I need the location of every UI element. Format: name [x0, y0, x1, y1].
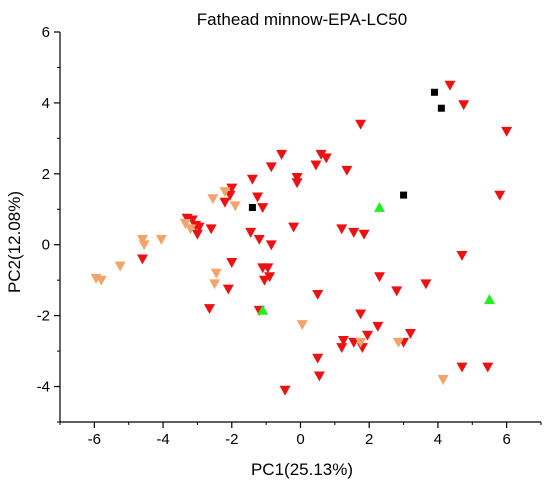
data-point-triangle-down: [185, 224, 197, 235]
y-tick-label: -2: [37, 308, 50, 325]
data-point-square: [400, 191, 408, 199]
data-point-triangle-down: [224, 190, 236, 201]
x-tick-label: 2: [365, 431, 373, 448]
data-point-triangle-down: [355, 337, 367, 348]
data-point-triangle-down: [291, 178, 303, 189]
data-point-triangle-down: [358, 229, 370, 240]
data-point-triangle-down: [320, 153, 332, 164]
data-point-triangle-down: [404, 328, 416, 339]
data-point-triangle-down: [372, 321, 384, 332]
data-point-triangle-up: [374, 202, 386, 212]
y-tick-label: 6: [42, 24, 50, 41]
x-tick-label: -4: [156, 431, 169, 448]
x-tick-label: 6: [502, 431, 510, 448]
data-point-triangle-down: [276, 149, 288, 160]
data-point-triangle-down: [456, 250, 468, 261]
x-tick-label: -2: [225, 431, 238, 448]
data-point-triangle-down: [420, 279, 432, 290]
data-point-triangle-down: [179, 219, 191, 229]
data-point-triangle-down: [456, 362, 468, 373]
data-point-triangle-down: [296, 320, 308, 330]
data-point-triangle-down: [264, 272, 276, 283]
data-point-triangle-down: [361, 330, 373, 341]
data-point-triangle-down: [262, 263, 274, 274]
data-point-triangle-down: [458, 100, 470, 111]
data-point-square: [430, 88, 438, 96]
data-point-triangle-down: [207, 194, 219, 205]
data-point-triangle-down: [219, 187, 231, 198]
data-point-triangle-down: [312, 353, 324, 364]
data-point-triangle-down: [265, 162, 277, 173]
data-point-triangle-down: [313, 371, 325, 382]
data-point-triangle-down: [252, 192, 264, 203]
data-point-triangle-down: [209, 279, 221, 290]
data-point-triangle-down: [336, 343, 348, 354]
data-point-triangle-down: [136, 254, 148, 265]
data-point-triangle-down: [226, 183, 238, 194]
data-point-triangle-down: [186, 215, 198, 226]
data-point-triangle-down: [229, 201, 241, 212]
data-point-triangle-down: [193, 222, 205, 233]
y-tick-label: 2: [42, 166, 50, 183]
data-point-triangle-down: [391, 286, 403, 297]
data-point-square: [437, 104, 445, 112]
data-point-triangle-up: [483, 294, 495, 305]
data-point-triangle-down: [355, 309, 367, 320]
data-point-square: [248, 204, 256, 211]
x-axis-title: PC1(25.13%): [251, 460, 353, 479]
data-point-triangle-down: [226, 258, 238, 268]
data-point-triangle-down: [310, 160, 322, 171]
data-point-triangle-down: [392, 337, 404, 348]
x-tick-label: -6: [88, 431, 101, 448]
data-point-triangle-down: [114, 261, 126, 272]
y-tick-label: -4: [37, 379, 50, 396]
x-tick-label: 4: [434, 431, 442, 448]
data-point-triangle-down: [348, 227, 360, 238]
data-point-triangle-down: [336, 224, 348, 235]
data-point-triangle-down: [501, 126, 513, 137]
data-point-triangle-down: [246, 174, 258, 185]
y-tick-label: 0: [42, 237, 50, 254]
data-point-triangle-down: [288, 222, 300, 233]
data-point-triangle-down: [205, 224, 217, 235]
data-point-triangle-down: [136, 235, 148, 245]
data-point-triangle-down: [265, 240, 277, 251]
data-point-triangle-down: [355, 119, 367, 130]
data-point-triangle-down: [222, 284, 234, 295]
data-point-triangle-down: [337, 336, 349, 346]
y-tick-label: 4: [42, 95, 50, 112]
data-point-triangle-down: [257, 203, 269, 213]
data-point-triangle-down: [210, 268, 222, 279]
data-point-triangle-down: [90, 274, 102, 284]
data-point-triangle-down: [341, 165, 353, 176]
y-axis-title: PC2(12.08%): [5, 191, 24, 293]
data-point-triangle-down: [155, 235, 167, 245]
data-point-triangle-up: [257, 304, 269, 315]
data-point-triangle-down: [444, 80, 456, 91]
data-point-triangle-down: [374, 272, 386, 283]
data-point-triangle-down: [482, 362, 494, 373]
data-point-triangle-down: [138, 240, 150, 251]
data-point-triangle-down: [245, 227, 257, 238]
data-point-triangle-down: [258, 275, 270, 286]
data-point-triangle-down: [291, 172, 303, 183]
data-point-triangle-down: [253, 235, 265, 245]
chart-title: Fathead minnow-EPA-LC50: [197, 10, 407, 29]
data-point-triangle-down: [203, 304, 215, 315]
data-point-triangle-down: [279, 385, 291, 396]
data-point-triangle-down: [219, 197, 231, 208]
x-tick-label: 0: [296, 431, 304, 448]
data-point-triangle-down: [191, 229, 203, 240]
data-point-triangle-down: [312, 289, 324, 300]
data-point-triangle-down: [494, 190, 506, 201]
data-point-triangle-down: [437, 375, 449, 385]
data-point-triangle-down: [315, 149, 327, 160]
